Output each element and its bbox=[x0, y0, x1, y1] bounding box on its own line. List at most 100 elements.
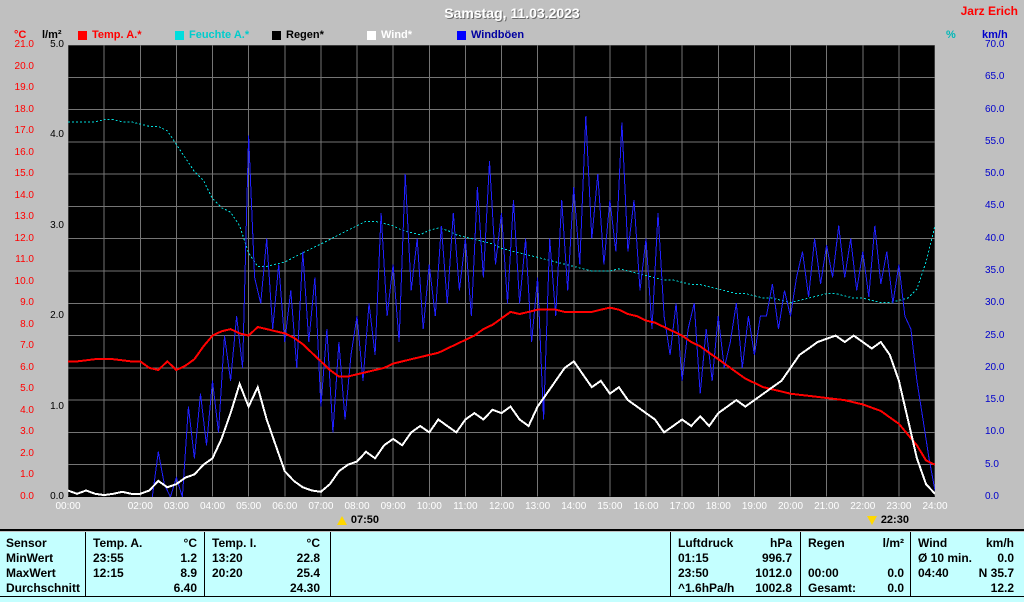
stats-row-label-avg: Durchschnitt bbox=[6, 580, 81, 595]
rain-axis-tick: 2.0 bbox=[50, 310, 64, 322]
x-axis-tick: 17:00 bbox=[669, 501, 695, 512]
stats-unit: km/h bbox=[985, 535, 1014, 550]
stats-cell: 20:20 bbox=[212, 565, 243, 580]
temp-axis-tick: 7.0 bbox=[20, 340, 34, 352]
rain-axis-tick: 0.0 bbox=[50, 491, 64, 502]
x-axis-tick: 07:00 bbox=[308, 501, 334, 512]
table-divider bbox=[670, 532, 671, 596]
temp-axis-tick: 15.0 bbox=[14, 168, 34, 180]
stats-unit: hPa bbox=[769, 535, 792, 550]
stats-header: Wind bbox=[918, 535, 948, 550]
temp-axis-tick: 14.0 bbox=[14, 189, 34, 201]
temp-axis-tick: 5.0 bbox=[20, 383, 34, 395]
table-bottom-line bbox=[0, 596, 1024, 597]
legend-item: Wind* bbox=[367, 30, 412, 41]
table-divider bbox=[910, 532, 911, 596]
rain-axis-unit: l/m² bbox=[42, 29, 62, 41]
wind-axis-tick: 45.0 bbox=[985, 200, 1005, 212]
rain-axis-tick: 1.0 bbox=[50, 400, 64, 412]
x-axis-tick: 20:00 bbox=[777, 501, 804, 512]
stats-cell: 1.2 bbox=[180, 550, 197, 565]
x-axis-tick: 16:00 bbox=[633, 501, 659, 512]
stats-cell: 0.0 bbox=[997, 550, 1014, 565]
stats-cell: 0.0 bbox=[887, 565, 904, 580]
temp-axis-tick: 17.0 bbox=[14, 125, 34, 137]
stats-header: Temp. I. bbox=[212, 535, 257, 550]
series-temp-a- bbox=[68, 306, 935, 466]
temp-axis-tick: 11.0 bbox=[15, 254, 34, 266]
stats-header: Temp. A. bbox=[93, 535, 143, 550]
x-axis-tick: 23:00 bbox=[886, 501, 912, 512]
stats-group-temp-i: Temp. I. °C 13:20 22.8 20:20 25.4 24.30 bbox=[212, 535, 320, 595]
temp-axis-tick: 13.0 bbox=[14, 211, 34, 223]
stats-cell: 01:15 bbox=[678, 550, 709, 565]
x-axis-tick: 10:00 bbox=[416, 501, 442, 512]
x-axis-tick: 19:00 bbox=[741, 501, 767, 512]
stats-table: Sensor MinWert MaxWert Durchschnitt Temp… bbox=[0, 532, 1024, 602]
legend-label: Regen* bbox=[286, 29, 324, 41]
temp-axis-tick: 16.0 bbox=[14, 146, 34, 158]
stats-cell: 24.30 bbox=[289, 580, 320, 595]
temp-axis-tick: 10.0 bbox=[14, 275, 34, 287]
table-divider bbox=[800, 532, 801, 596]
stats-cell: 0.0 bbox=[887, 580, 904, 595]
stats-group-luftdruck: Luftdruck hPa 01:15 996.7 23:50 1012.0 ^1.6… bbox=[678, 535, 792, 595]
x-axis-tick: 13:00 bbox=[525, 501, 551, 512]
x-axis-tick: 09:00 bbox=[380, 501, 406, 512]
table-separator-line bbox=[0, 529, 1024, 531]
wind-axis-tick: 35.0 bbox=[985, 265, 1005, 276]
series-windb-en bbox=[151, 115, 935, 497]
temp-axis-tick: 0.0 bbox=[20, 491, 34, 502]
series-wind bbox=[68, 334, 935, 497]
sun-down-icon bbox=[866, 515, 877, 525]
table-divider bbox=[330, 532, 331, 596]
wind-axis-tick: 10.0 bbox=[985, 426, 1005, 438]
temp-axis-tick: 4.0 bbox=[20, 404, 34, 416]
x-axis-tick: 06:00 bbox=[272, 501, 298, 512]
station-name: Jarz Erich bbox=[960, 4, 1018, 18]
rain-axis-tick: 3.0 bbox=[50, 219, 64, 231]
wind-axis-tick: 25.0 bbox=[985, 329, 1005, 341]
x-axis-tick: 18:00 bbox=[705, 501, 731, 512]
wind-axis-tick: 0.0 bbox=[985, 491, 999, 502]
rain-axis-tick: 4.0 bbox=[50, 129, 64, 141]
stats-cell: 22.8 bbox=[296, 550, 320, 565]
legend-label: Feuchte A.* bbox=[189, 29, 250, 41]
legend-item: Feuchte A.* bbox=[175, 30, 249, 41]
humidity-axis-unit: % bbox=[946, 29, 956, 41]
legend-item: Temp. A.* bbox=[78, 30, 142, 41]
x-axis-tick: 04:00 bbox=[199, 501, 226, 512]
stats-cell: 6.40 bbox=[173, 580, 197, 595]
stats-unit: °C bbox=[306, 535, 320, 550]
wind-axis-tick: 5.0 bbox=[985, 458, 999, 470]
legend-item: Regen* bbox=[272, 30, 324, 41]
stats-cell: 1002.8 bbox=[755, 580, 792, 595]
x-axis-tick: 00:00 bbox=[55, 501, 81, 512]
temp-axis-tick: 8.0 bbox=[20, 318, 34, 330]
time-marker-label: 07:50 bbox=[350, 514, 379, 526]
legend-label: Wind* bbox=[381, 29, 413, 41]
stats-unit: °C bbox=[183, 535, 197, 550]
x-axis-tick: 14:00 bbox=[561, 501, 587, 512]
stats-header: Regen bbox=[808, 535, 845, 550]
stats-row-label-min: MinWert bbox=[6, 550, 54, 565]
stats-cell: 00:00 bbox=[808, 565, 839, 580]
stats-cell: 25.4 bbox=[296, 565, 320, 580]
plot-area[interactable] bbox=[68, 45, 935, 497]
temp-axis-tick: 6.0 bbox=[20, 361, 34, 373]
wind-axis-tick: 70.0 bbox=[985, 39, 1005, 50]
legend-swatch-icon bbox=[457, 31, 466, 40]
x-axis-tick: 05:00 bbox=[236, 501, 262, 512]
temp-axis-tick: 12.0 bbox=[14, 232, 34, 244]
stats-cell: 12:15 bbox=[93, 565, 124, 580]
legend-label: Temp. A.* bbox=[92, 29, 142, 41]
x-axis-tick: 12:00 bbox=[488, 501, 515, 512]
legend-label: Windböen bbox=[471, 29, 525, 41]
time-marker: 22:30 bbox=[866, 514, 909, 526]
temp-axis-tick: 9.0 bbox=[20, 297, 34, 309]
stats-cell: 1012.0 bbox=[755, 565, 792, 580]
wind-axis-tick: 15.0 bbox=[985, 394, 1005, 406]
stats-cell: 23:50 bbox=[678, 565, 709, 580]
x-axis-tick: 11:00 bbox=[453, 501, 478, 512]
